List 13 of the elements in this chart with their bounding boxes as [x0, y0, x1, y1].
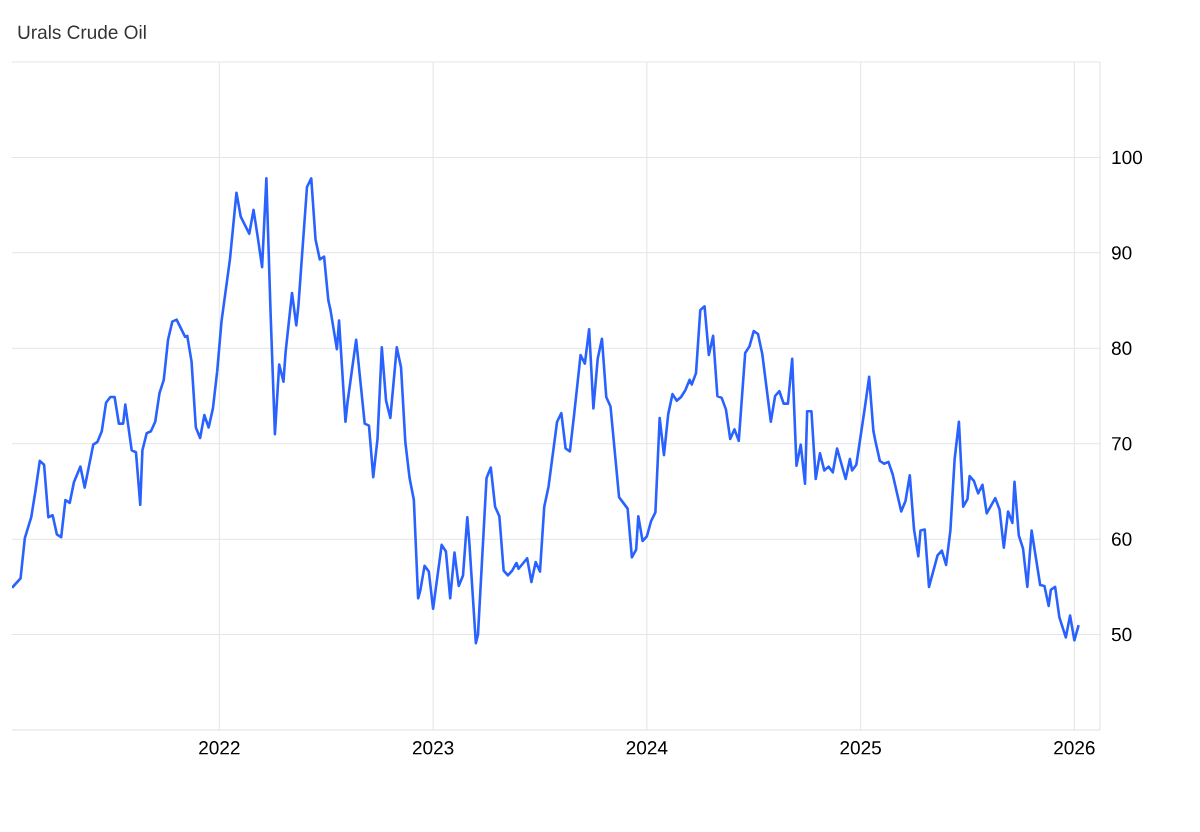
y-tick-label: 80: [1111, 341, 1132, 356]
x-tick-label: 2022: [199, 741, 240, 755]
chart-title: Urals Crude Oil: [18, 25, 146, 39]
line-series: [12, 177, 1080, 645]
x-tick-label: 2024: [626, 741, 668, 755]
x-tick-label: 2023: [412, 741, 454, 755]
y-tick-label: 50: [1111, 627, 1132, 642]
x-tick-label: 2025: [840, 741, 881, 755]
y-tick-label: 90: [1111, 246, 1132, 260]
y-tick-label: 70: [1112, 436, 1132, 451]
y-tick-label: 100: [1112, 150, 1143, 165]
x-tick-label: 2026: [1054, 741, 1095, 755]
y-tick-label: 60: [1112, 532, 1132, 546]
